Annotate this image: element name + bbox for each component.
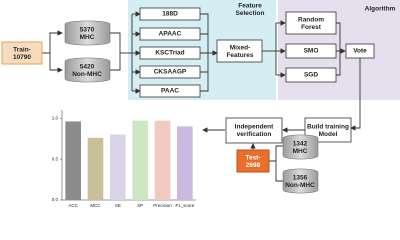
x-tick-label: MCC xyxy=(90,203,101,208)
x-tick-label: ACC xyxy=(68,203,78,208)
connectors xyxy=(42,11,361,182)
algo-box xyxy=(285,67,337,83)
cylinder xyxy=(64,57,111,83)
nodes: Train-10790 5370 MHC 5420 Non-MHC 188D APA… xyxy=(1,7,375,194)
cylinder xyxy=(64,20,111,46)
node-label: 5370 MHC xyxy=(80,26,95,41)
node-label: KSCTriad xyxy=(155,50,184,57)
node-label: 188D xyxy=(162,11,178,18)
node-label: Vote xyxy=(353,48,367,55)
node-label: APAAC xyxy=(159,31,182,38)
feature-box xyxy=(139,7,201,21)
cylinder xyxy=(282,168,319,194)
y-tick-label: 0.0 xyxy=(52,197,59,202)
y-tick-label: 1.0 xyxy=(52,115,59,120)
x-tick-label: SE xyxy=(115,203,121,208)
train-box xyxy=(1,41,43,65)
diagram: Feature Selection Algorithm Train-10790 5… xyxy=(1,0,400,209)
x-tick-label: Precision xyxy=(153,203,172,208)
verify-box xyxy=(225,117,283,144)
bar xyxy=(177,126,193,200)
node-label: SGD xyxy=(304,72,318,79)
node-label: PAAC xyxy=(161,88,179,95)
algo-box xyxy=(285,11,337,35)
panel-title: Feature Selection xyxy=(236,2,265,17)
feature-box xyxy=(139,46,201,60)
feature-box xyxy=(139,65,201,79)
node-label: SMO xyxy=(304,48,319,55)
feature-box xyxy=(139,84,201,98)
node-label: CKSAAGP xyxy=(154,69,187,76)
test-box xyxy=(236,149,270,173)
algo-box xyxy=(285,43,337,59)
node-label: Train-10790 xyxy=(13,46,31,61)
bar-chart: 0.0 0.5 1.0 ACC MCC SE SP Precision F1_score xyxy=(52,110,196,208)
node-label: 5420 Non-MHC xyxy=(72,63,102,78)
node-label: Random Forest xyxy=(298,16,324,31)
bar xyxy=(132,120,148,200)
panel-title: Algorithm xyxy=(365,6,396,13)
node-label: Test-2698 xyxy=(245,154,260,169)
bar xyxy=(154,120,171,200)
x-tick-label: SP xyxy=(137,203,143,208)
vote-box xyxy=(345,43,375,59)
bar xyxy=(87,137,104,200)
node-label: Mixed-Features xyxy=(226,44,253,59)
cylinder xyxy=(282,134,319,160)
node-label: Independent verification xyxy=(235,123,274,138)
node-label: 1356 Non-MHC xyxy=(285,174,315,189)
y-tick-label: 0.5 xyxy=(52,156,59,161)
mixed-box xyxy=(216,39,263,63)
bar xyxy=(65,121,81,200)
bar xyxy=(110,134,126,200)
x-tick-label: F1_score xyxy=(175,203,194,208)
feature-box xyxy=(139,27,201,41)
node-label: Build training Model xyxy=(307,123,349,138)
node-label: 1342 MHC xyxy=(293,140,308,155)
